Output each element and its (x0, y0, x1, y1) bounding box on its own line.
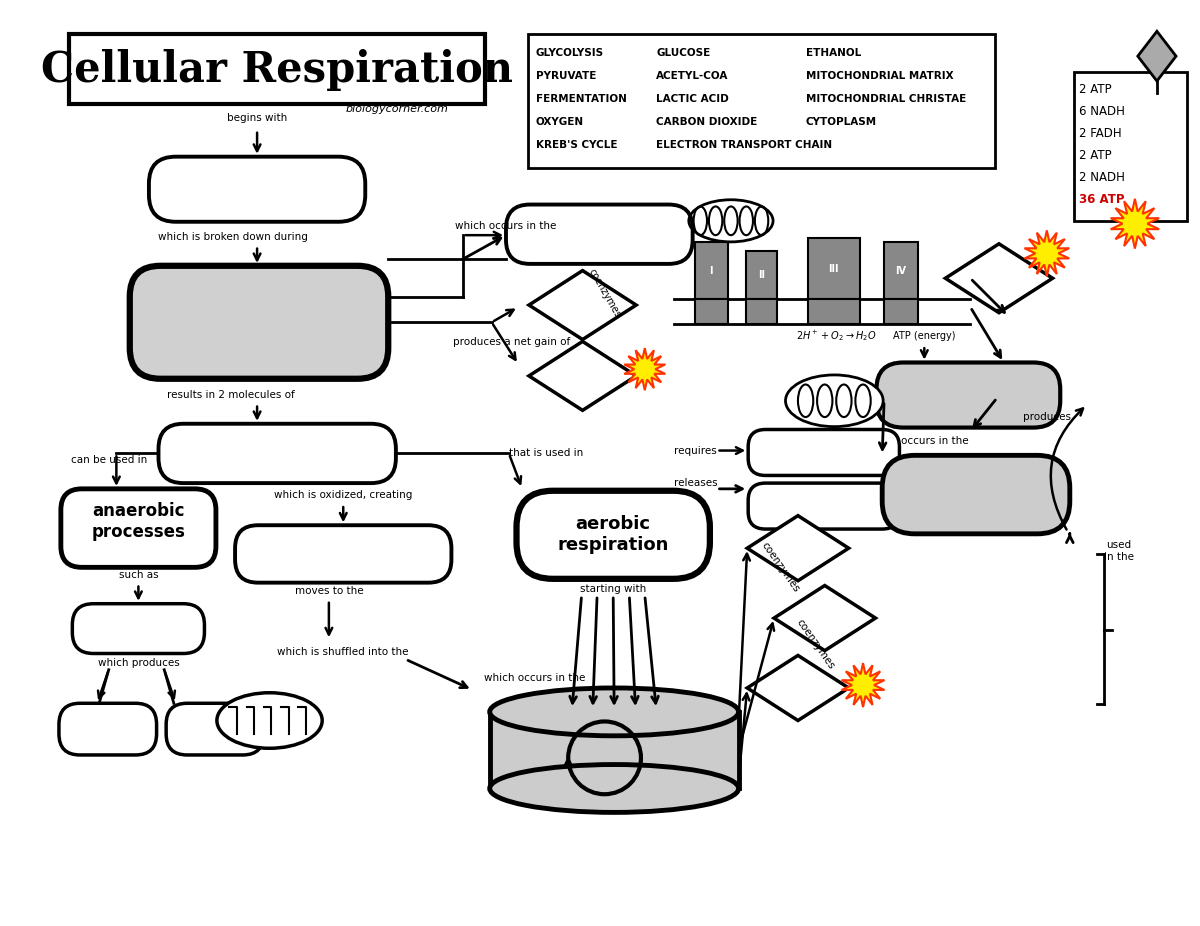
Text: which occurs in the: which occurs in the (484, 673, 586, 683)
Text: CARBON DIOXIDE: CARBON DIOXIDE (656, 118, 757, 127)
Text: III: III (828, 264, 839, 274)
FancyBboxPatch shape (490, 712, 738, 788)
FancyBboxPatch shape (158, 424, 396, 483)
Text: occurs in the: occurs in the (901, 436, 968, 446)
FancyBboxPatch shape (1074, 72, 1187, 220)
FancyBboxPatch shape (884, 299, 918, 324)
Text: 2 ATP: 2 ATP (1079, 83, 1112, 96)
FancyBboxPatch shape (748, 483, 900, 529)
Text: ETHANOL: ETHANOL (805, 48, 860, 58)
FancyBboxPatch shape (166, 703, 264, 755)
Text: which is broken down during: which is broken down during (158, 232, 308, 242)
Polygon shape (1111, 199, 1159, 248)
Text: ATP (energy): ATP (energy) (893, 331, 955, 341)
FancyBboxPatch shape (746, 252, 776, 299)
Polygon shape (529, 270, 636, 340)
Text: releases: releases (673, 478, 718, 488)
Text: IV: IV (895, 266, 906, 276)
Text: OXYGEN: OXYGEN (535, 118, 583, 127)
Text: ACETYL-COA: ACETYL-COA (656, 71, 728, 81)
Polygon shape (624, 348, 665, 390)
FancyBboxPatch shape (516, 491, 710, 579)
Text: that is used in: that is used in (509, 448, 583, 458)
Text: 2 ATP: 2 ATP (1079, 149, 1112, 162)
Text: begins with: begins with (227, 113, 287, 123)
FancyBboxPatch shape (808, 299, 860, 324)
Text: which produces: which produces (97, 658, 179, 668)
Text: GLYCOLYSIS: GLYCOLYSIS (535, 48, 604, 58)
Text: MITOCHONDRIAL CHRISTAE: MITOCHONDRIAL CHRISTAE (805, 94, 966, 105)
Text: starting with: starting with (580, 584, 647, 594)
Text: which is shuffled into the: which is shuffled into the (277, 646, 409, 657)
FancyBboxPatch shape (528, 34, 995, 169)
Polygon shape (841, 663, 884, 707)
FancyBboxPatch shape (746, 299, 776, 324)
Text: 2 NADH: 2 NADH (1079, 171, 1126, 184)
Text: coenzymes: coenzymes (587, 268, 623, 319)
FancyBboxPatch shape (61, 489, 216, 568)
Polygon shape (1025, 231, 1069, 276)
Text: which occurs in the: which occurs in the (455, 220, 557, 231)
Text: Cellular Respiration: Cellular Respiration (41, 48, 514, 91)
FancyBboxPatch shape (884, 242, 918, 299)
Text: KREB'S CYCLE: KREB'S CYCLE (535, 140, 617, 150)
Text: CYTOPLASM: CYTOPLASM (805, 118, 877, 127)
FancyBboxPatch shape (808, 238, 860, 299)
Text: produces: produces (1022, 412, 1070, 422)
Text: GLUCOSE: GLUCOSE (656, 48, 710, 58)
FancyBboxPatch shape (695, 299, 728, 324)
Ellipse shape (786, 375, 883, 427)
FancyBboxPatch shape (506, 205, 692, 264)
FancyBboxPatch shape (876, 362, 1061, 428)
Text: coenzymes: coenzymes (794, 617, 836, 670)
FancyBboxPatch shape (235, 525, 451, 582)
FancyBboxPatch shape (72, 604, 204, 654)
Polygon shape (748, 656, 848, 720)
Ellipse shape (490, 688, 738, 736)
Text: requires: requires (673, 445, 716, 456)
Text: coenzymes: coenzymes (760, 541, 802, 594)
FancyBboxPatch shape (68, 34, 485, 104)
Text: ELECTRON TRANSPORT CHAIN: ELECTRON TRANSPORT CHAIN (656, 140, 833, 150)
Ellipse shape (217, 693, 322, 748)
FancyBboxPatch shape (748, 430, 900, 475)
Text: $2H^+ + O_2 \rightarrow H_2O$: $2H^+ + O_2 \rightarrow H_2O$ (796, 328, 876, 344)
FancyBboxPatch shape (882, 456, 1070, 533)
Polygon shape (748, 516, 848, 581)
Text: produces a net gain of: produces a net gain of (454, 337, 570, 347)
Text: I: I (709, 266, 713, 276)
Ellipse shape (490, 765, 738, 812)
FancyBboxPatch shape (695, 242, 728, 299)
Text: II: II (758, 270, 766, 281)
Text: such as: such as (119, 570, 158, 580)
Text: anaerobic
processes: anaerobic processes (91, 502, 185, 541)
Text: used
in the: used in the (1104, 540, 1134, 562)
Polygon shape (1138, 31, 1176, 81)
FancyBboxPatch shape (149, 156, 365, 221)
Text: LACTIC ACID: LACTIC ACID (656, 94, 730, 105)
Text: FERMENTATION: FERMENTATION (535, 94, 626, 105)
Polygon shape (774, 585, 876, 651)
Text: PYRUVATE: PYRUVATE (535, 71, 596, 81)
Text: 36 ATP: 36 ATP (1079, 194, 1124, 206)
Text: moves to the: moves to the (294, 586, 364, 596)
Text: aerobic
respiration: aerobic respiration (558, 516, 668, 554)
Text: biologycorner.com: biologycorner.com (346, 104, 449, 114)
Text: can be used in: can be used in (71, 455, 148, 465)
Text: which is oxidized, creating: which is oxidized, creating (274, 490, 413, 500)
Text: MITOCHONDRIAL MATRIX: MITOCHONDRIAL MATRIX (805, 71, 953, 81)
Text: 2 FADH: 2 FADH (1079, 127, 1122, 140)
Polygon shape (946, 244, 1052, 313)
Text: 6 NADH: 6 NADH (1079, 106, 1126, 119)
FancyBboxPatch shape (130, 266, 389, 379)
Polygon shape (529, 342, 636, 410)
Text: results in 2 molecules of: results in 2 molecules of (167, 390, 295, 400)
FancyBboxPatch shape (59, 703, 156, 755)
